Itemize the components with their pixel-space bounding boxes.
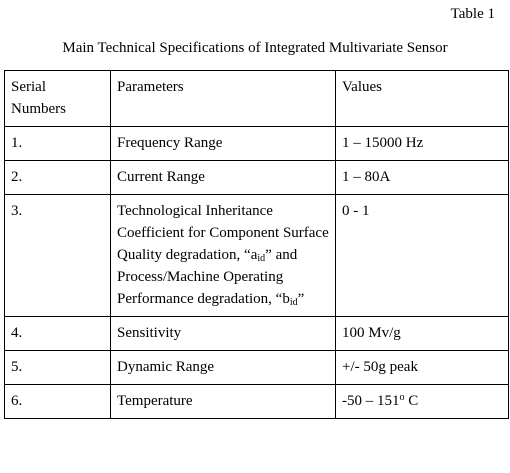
- subscript-id: id: [289, 297, 298, 308]
- parameter-cell: Dynamic Range: [110, 350, 336, 385]
- value-text-part: C: [404, 393, 419, 409]
- serial-cell: 1.: [4, 126, 111, 161]
- table-caption: Main Technical Specifications of Integra…: [62, 40, 448, 56]
- serial-cell: 3.: [4, 194, 111, 317]
- parameter-cell: Current Range: [110, 160, 336, 195]
- subscript-id: id: [257, 253, 266, 264]
- value-cell: 100 Mv/g: [335, 316, 509, 351]
- table-row: 5. Dynamic Range +/- 50g peak: [4, 350, 509, 385]
- serial-cell: 2.: [4, 160, 111, 195]
- value-cell: 1 – 80A: [335, 160, 509, 195]
- value-cell: 0 - 1: [335, 194, 509, 317]
- table-row: 2. Current Range 1 – 80A: [4, 160, 509, 195]
- specifications-table: Serial Numbers Parameters Values 1. Freq…: [4, 70, 509, 419]
- header-parameters: Parameters: [110, 70, 336, 127]
- value-cell: +/- 50g peak: [335, 350, 509, 385]
- parameter-text-part: ”: [297, 291, 305, 307]
- degree-superscript: o: [399, 392, 405, 403]
- parameter-text-part: ” and Process/Machine Operating Performa…: [117, 247, 298, 307]
- table-row: 1. Frequency Range 1 – 15000 Hz: [4, 126, 509, 161]
- table-row: 3. Technological Inheritance Coefficient…: [4, 194, 509, 317]
- value-text-part: -50 – 151: [342, 393, 400, 409]
- table-row: 4. Sensitivity 100 Mv/g: [4, 316, 509, 351]
- serial-cell: 5.: [4, 350, 111, 385]
- parameter-cell: Sensitivity: [110, 316, 336, 351]
- value-cell: -50 – 151o C: [335, 384, 509, 419]
- value-cell: 1 – 15000 Hz: [335, 126, 509, 161]
- serial-cell: 6.: [4, 384, 111, 419]
- serial-cell: 4.: [4, 316, 111, 351]
- table-row: 6. Temperature -50 – 151o C: [4, 384, 509, 419]
- parameter-cell: Frequency Range: [110, 126, 336, 161]
- parameter-cell: Technological Inheritance Coefficient fo…: [110, 194, 336, 317]
- parameter-text: Technological Inheritance Coefficient fo…: [117, 200, 329, 310]
- parameter-cell: Temperature: [110, 384, 336, 419]
- table-header-row: Serial Numbers Parameters Values: [4, 70, 509, 127]
- parameter-text-part: Technological Inheritance Coefficient fo…: [117, 203, 329, 263]
- header-values: Values: [335, 70, 509, 127]
- table-number-label: Table 1: [450, 6, 495, 22]
- header-serial-numbers: Serial Numbers: [4, 70, 111, 127]
